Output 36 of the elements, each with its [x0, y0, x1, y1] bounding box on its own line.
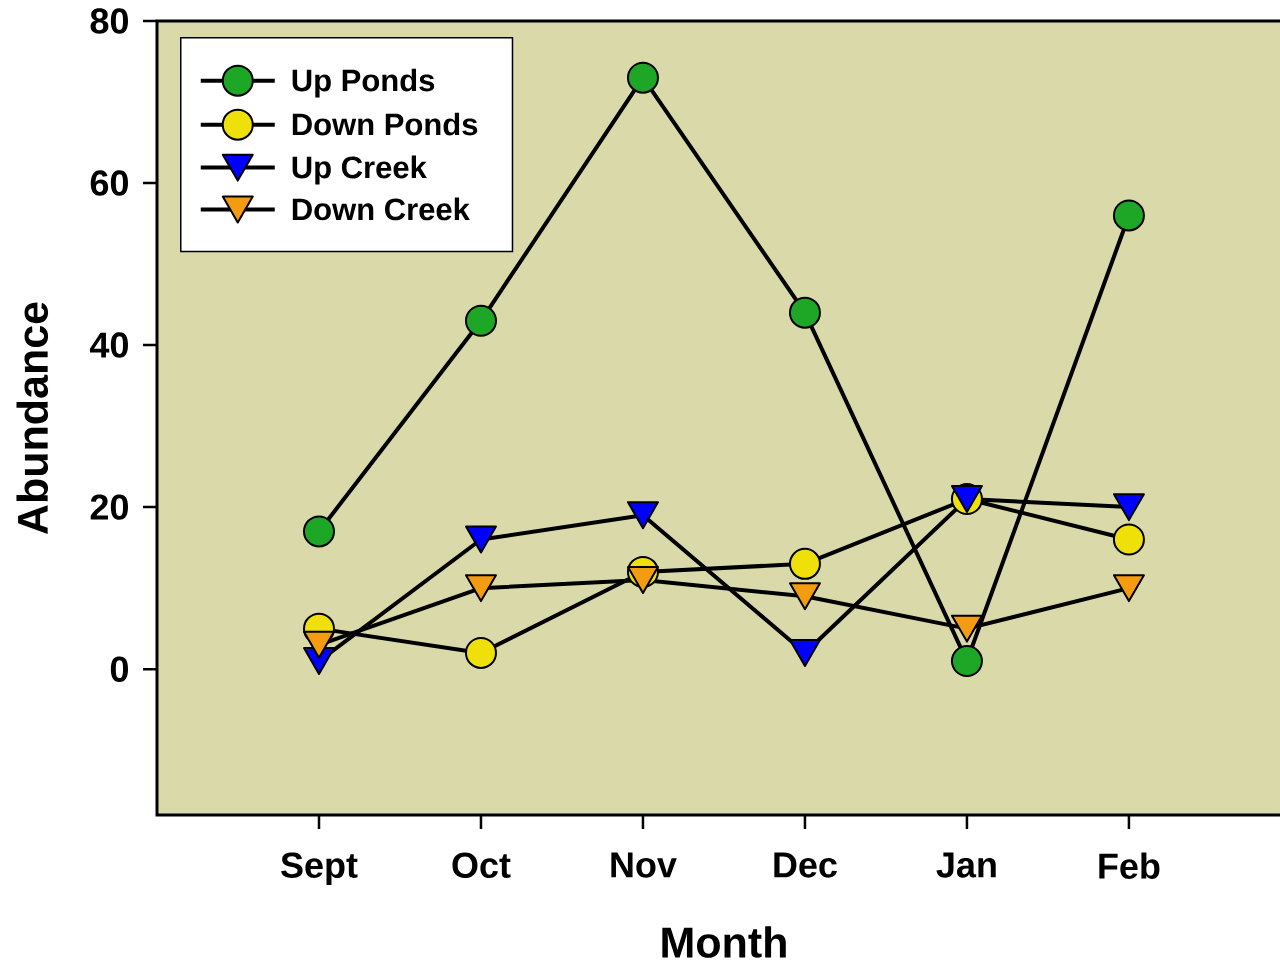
- x-tick-label: Nov: [611, 852, 677, 878]
- point: [626, 501, 659, 530]
- point: [950, 645, 983, 678]
- point: [788, 582, 821, 611]
- point: [788, 547, 821, 580]
- point: [464, 636, 497, 669]
- point: [465, 574, 497, 603]
- legend-label: Up Ponds: [292, 68, 435, 98]
- y-tick-label: 80: [90, 8, 128, 34]
- point: [1112, 199, 1145, 232]
- point: [1112, 493, 1145, 522]
- point: [950, 614, 983, 643]
- legend-label: Down Creek: [292, 197, 470, 221]
- y-tick-label: 60: [90, 170, 128, 196]
- legend-label: Up Creek: [292, 155, 427, 185]
- x-tick-label: Dec: [774, 852, 837, 878]
- point: [465, 525, 497, 554]
- point: [626, 566, 659, 595]
- y-axis-title: Abundance: [16, 302, 49, 534]
- y-tick-label: 40: [89, 332, 128, 358]
- y-tick-label: 0: [110, 656, 128, 682]
- x-tick-label: Sept: [281, 852, 358, 886]
- x-tick-label: Oct: [452, 852, 511, 878]
- x-axis-title: Month: [662, 926, 786, 958]
- x-tick-label: Jan: [936, 852, 996, 878]
- point: [788, 638, 821, 667]
- point: [302, 515, 335, 548]
- point: [1112, 523, 1145, 556]
- x-tick-label: Feb: [1099, 852, 1160, 879]
- y-tick-label: 20: [90, 494, 128, 520]
- point: [1112, 574, 1145, 603]
- point: [626, 61, 659, 94]
- point: [464, 304, 497, 337]
- legend-label: Down Ponds: [292, 112, 478, 136]
- point: [303, 630, 335, 659]
- point: [788, 296, 821, 329]
